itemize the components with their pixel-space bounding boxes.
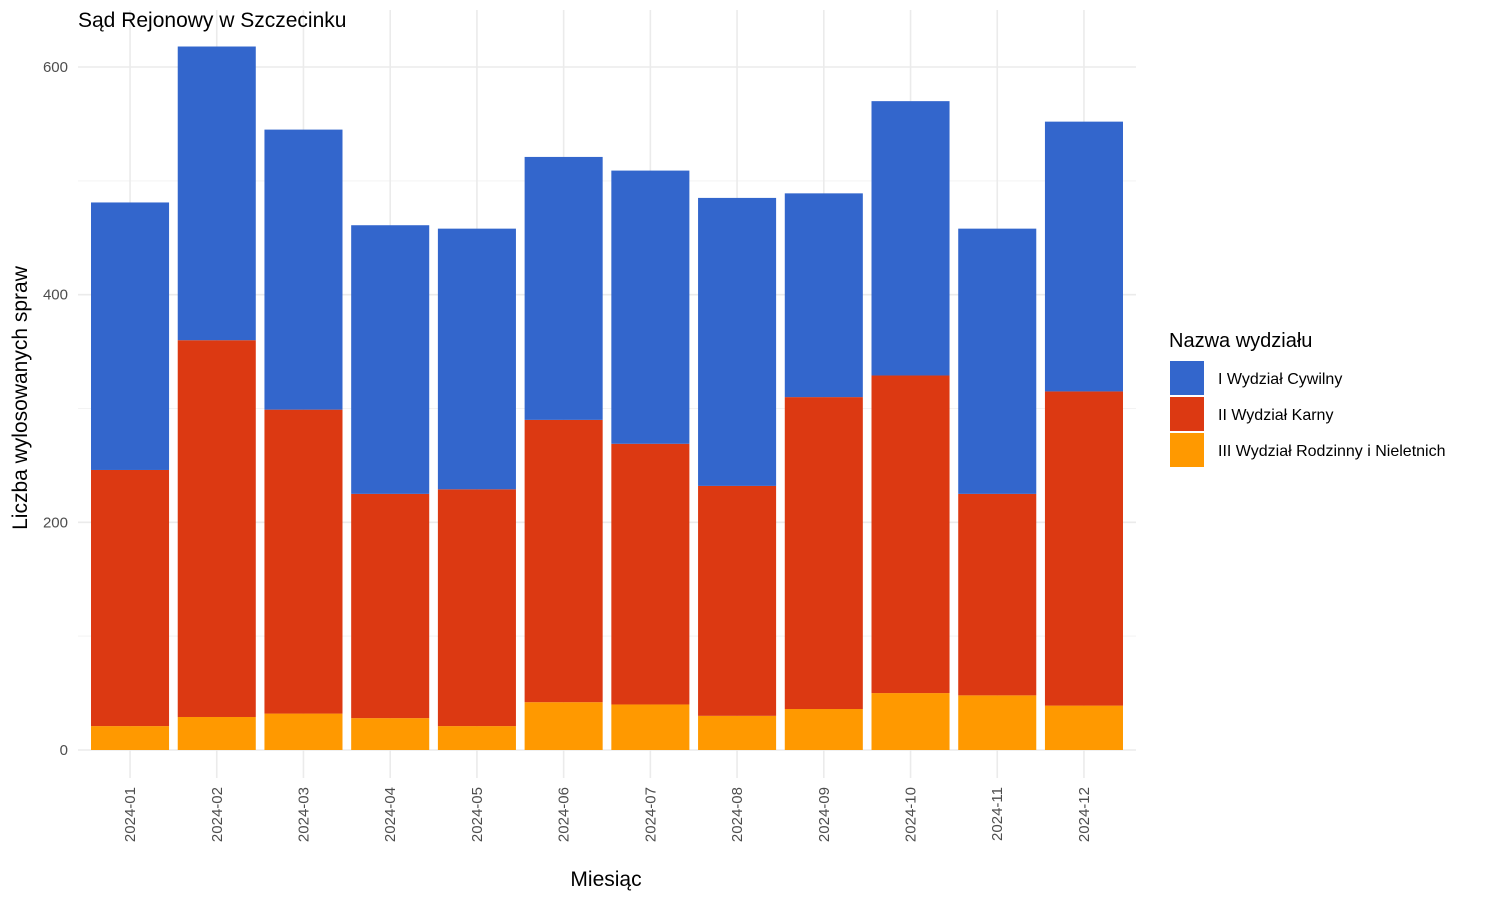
bar-segment <box>351 493 430 719</box>
x-tick-label: 2024-11 <box>989 787 1006 841</box>
bar-segment <box>958 695 1037 750</box>
x-tick-label: 2024-05 <box>469 787 486 842</box>
bar-segment <box>698 197 777 486</box>
legend-swatch <box>1170 397 1204 431</box>
legend-label: III Wydział Rodzinny i Nieletnich <box>1218 443 1446 460</box>
bar-segment <box>871 101 950 376</box>
x-tick-label: 2024-10 <box>903 787 920 842</box>
chart-title: Sąd Rejonowy w Szczecinku <box>78 9 346 32</box>
x-axis-ticks: 2024-01 2024-02 2024-03 2024-04 2024-05 2024-… <box>122 787 1093 842</box>
bar-segment <box>871 375 950 694</box>
bar-segment <box>264 129 343 410</box>
bar-segment <box>524 156 603 420</box>
bar-segment <box>351 225 430 494</box>
bar-segment <box>611 704 690 750</box>
legend-items: I Wydział Cywilny II Wydział Karny III Wyd… <box>1170 361 1446 467</box>
bar-segment <box>611 170 690 444</box>
legend-title: Nazwa wydziału <box>1169 330 1312 352</box>
bar-segment <box>698 715 777 750</box>
legend-swatch <box>1170 361 1204 395</box>
legend-swatch <box>1170 433 1204 467</box>
x-tick-label: 2024-07 <box>642 787 659 842</box>
bar-segment <box>351 718 430 750</box>
bar-segment <box>871 693 950 750</box>
bar-segment <box>264 713 343 750</box>
y-tick-label: 400 <box>43 287 68 304</box>
bar-segment <box>437 726 516 750</box>
x-axis-title: Miesiąc <box>570 868 641 891</box>
bar-segment <box>784 397 863 710</box>
y-tick-label: 200 <box>43 514 68 531</box>
bar-segment <box>177 340 256 717</box>
x-tick-label: 2024-12 <box>1076 787 1093 842</box>
x-tick-label: 2024-03 <box>295 787 312 842</box>
bars <box>91 46 1123 750</box>
x-tick-label: 2024-09 <box>816 787 833 842</box>
bar-segment <box>264 409 343 714</box>
bar-segment <box>958 493 1037 696</box>
x-tick-label: 2024-02 <box>209 787 226 842</box>
x-tick-label: 2024-04 <box>382 787 399 842</box>
bar-segment <box>784 193 863 398</box>
bar-segment <box>1044 391 1123 706</box>
bar-segment <box>524 702 603 750</box>
bar-segment <box>698 485 777 716</box>
bar-segment <box>437 489 516 727</box>
bar-segment <box>437 228 516 490</box>
x-tick-label: 2024-06 <box>556 787 573 842</box>
x-tick-label: 2024-01 <box>122 787 139 842</box>
legend-label: II Wydział Karny <box>1218 407 1333 424</box>
y-tick-label: 600 <box>43 59 68 76</box>
y-axis-ticks: 0 200 400 600 <box>43 59 68 759</box>
bar-segment <box>958 228 1037 494</box>
bar-segment <box>611 443 690 705</box>
bar-segment <box>91 202 170 470</box>
legend: Nazwa wydziału I Wydział Cywilny II Wydzi… <box>1169 330 1446 467</box>
bar-segment <box>784 709 863 750</box>
bar-segment <box>1044 121 1123 392</box>
y-axis-title: Liczba wylosowanych spraw <box>9 265 32 530</box>
x-tick-label: 2024-08 <box>729 787 746 842</box>
bar-segment <box>177 46 256 341</box>
bar-segment <box>91 726 170 750</box>
legend-label: I Wydział Cywilny <box>1218 371 1342 388</box>
bar-segment <box>177 716 256 750</box>
bar-segment <box>91 469 170 727</box>
bar-segment <box>524 419 603 703</box>
y-tick-label: 0 <box>60 742 68 759</box>
bar-segment <box>1044 705 1123 750</box>
